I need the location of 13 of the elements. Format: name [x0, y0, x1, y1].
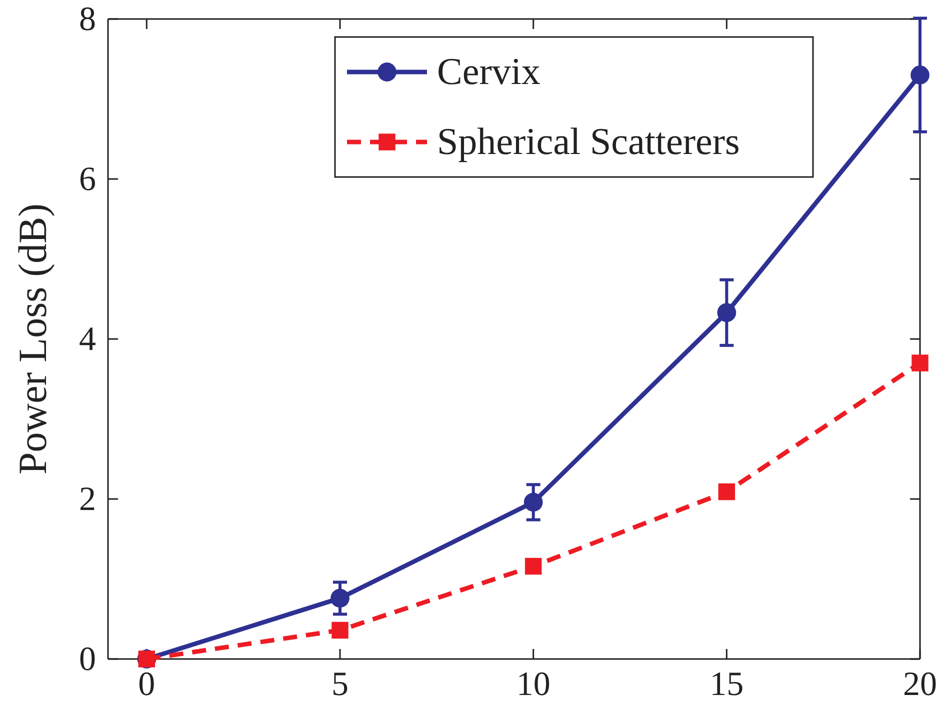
y-tick-label: 4: [79, 320, 96, 358]
x-tick-label: 5: [332, 666, 348, 704]
y-tick-label: 8: [79, 0, 96, 38]
legend-label: Cervix: [437, 51, 540, 93]
x-tick-label: 10: [516, 666, 550, 704]
x-tick-label: 20: [903, 666, 937, 704]
y-axis-title: Power Loss (dB): [10, 203, 55, 475]
y-tick-label: 6: [79, 160, 96, 198]
y-tick-label: 2: [79, 480, 96, 518]
legend-label: Spherical Scatterers: [437, 121, 740, 163]
x-tick-label: 0: [138, 666, 156, 704]
y-tick-label: 0: [79, 640, 96, 678]
x-tick-label: 15: [710, 666, 744, 704]
